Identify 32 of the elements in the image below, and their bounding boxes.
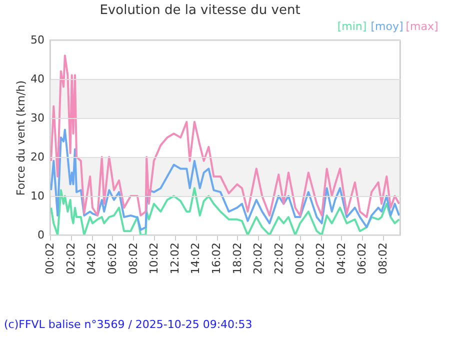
x-tick-label: 10:02 xyxy=(148,242,161,274)
line-series xyxy=(50,128,400,231)
text: (c)FFVL balise n°3569 / 2025-10-25 09:40:53 xyxy=(4,318,252,331)
x-tick-label: 14:02 xyxy=(189,242,202,274)
x-tick-label: 22:02 xyxy=(272,242,286,274)
y-tick-label: 20 xyxy=(30,150,44,164)
x-tick-label: 00:02 xyxy=(44,242,56,274)
chart-title: Evolution de la vitesse du vent xyxy=(100,3,300,18)
y-tick-label: 50 xyxy=(30,34,44,46)
y-tick-label: 0 xyxy=(38,228,44,242)
x-tick-label: 18:02 xyxy=(230,242,244,274)
line-series xyxy=(50,54,400,218)
x-tick-label: 04:02 xyxy=(334,242,348,274)
x-tick-label: 06:02 xyxy=(106,242,119,274)
x-tick-label: 02:02 xyxy=(64,242,78,274)
line-series xyxy=(50,187,400,235)
y-tick-label: 30 xyxy=(30,112,44,124)
x-tick-label: 16:02 xyxy=(210,242,223,274)
y-tick-label: 10 xyxy=(30,190,44,202)
x-tick-label: 00:02 xyxy=(293,242,306,274)
x-tick-label: 20:02 xyxy=(252,242,265,274)
x-tick-label: 08:02 xyxy=(376,242,390,274)
text: [moy] xyxy=(370,20,404,33)
text: [min] xyxy=(337,20,367,33)
x-tick-label: 12:02 xyxy=(168,242,182,274)
y-tick-label: 40 xyxy=(30,72,44,86)
x-tick-label: 08:02 xyxy=(126,242,140,274)
text: [max] xyxy=(406,20,438,33)
y-axis-title: Force du vent (km/h) xyxy=(14,80,28,196)
x-tick-label: 04:02 xyxy=(85,242,98,274)
x-tick-label: 06:02 xyxy=(356,242,369,274)
x-tick-label: 02:02 xyxy=(314,242,328,274)
